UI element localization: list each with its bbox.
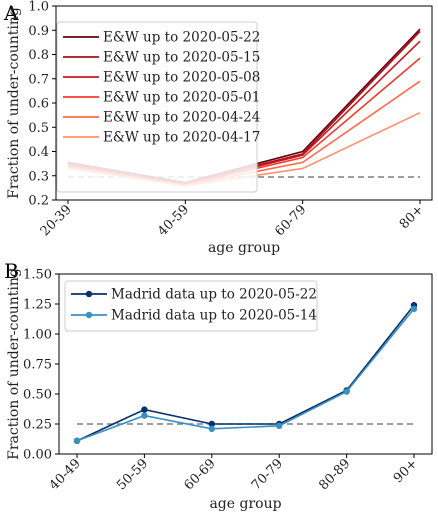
y-tick-label: 1.50 [23, 268, 52, 283]
legend-marker-1 [85, 290, 93, 298]
series-line-2 [76, 308, 415, 442]
y-tick-label: 0.2 [28, 194, 49, 209]
y-tick-label: 0.4 [28, 145, 49, 160]
y-axis-label: Fraction of under-counting [6, 268, 22, 460]
y-tick-label: 0.50 [23, 388, 52, 403]
x-tick-label: 60-79 [272, 202, 309, 239]
y-tick-label: 0.8 [28, 48, 49, 63]
legend-label-5: E&W up to 2020-04-24 [103, 110, 260, 126]
series-1-point [141, 406, 148, 413]
legend-label-4: E&W up to 2020-05-01 [103, 90, 260, 106]
legend-label-2: Madrid data up to 2020-05-14 [111, 308, 317, 324]
legend-marker-2 [85, 311, 93, 319]
y-tick-label: 0.9 [28, 24, 49, 39]
y-tick-label: 0.25 [23, 418, 52, 433]
series-line-1 [76, 304, 415, 442]
x-tick-label: 70-79 [249, 456, 286, 493]
legend-label-1: E&W up to 2020-05-22 [103, 30, 260, 46]
legend-label-3: E&W up to 2020-05-08 [103, 70, 260, 86]
legend-label-6: E&W up to 2020-04-17 [103, 130, 260, 146]
legend-box [56, 21, 258, 193]
x-tick-label: 90+ [391, 456, 421, 486]
x-tick-label: 80+ [397, 202, 427, 232]
series-2-point [141, 412, 148, 419]
y-tick-label: 0.00 [23, 448, 52, 463]
series-2-point [343, 388, 350, 395]
y-tick-label: 0.6 [28, 97, 49, 112]
series-2-point [208, 425, 215, 432]
series-2-point [276, 422, 283, 429]
panel-letter: A [3, 1, 19, 25]
x-axis-label: age group [209, 496, 281, 512]
x-tick-label: 80-89 [316, 456, 353, 493]
legend-label-2: E&W up to 2020-05-15 [103, 50, 260, 66]
legend-label-1: Madrid data up to 2020-05-22 [111, 287, 317, 303]
y-tick-label: 1.0 [28, 0, 49, 15]
series-2-point [73, 437, 81, 444]
x-tick-label: 50-59 [114, 456, 151, 493]
panel-a-chart: A0.20.30.40.50.60.70.80.91.020-39 40-59 60… [3, 0, 433, 256]
y-tick-label: 0.5 [28, 121, 49, 136]
x-tick-label: 60-69 [182, 456, 219, 493]
x-tick-label: 40-49 [47, 456, 84, 493]
series-2-point [410, 305, 418, 312]
y-tick-label: 0.7 [28, 72, 49, 87]
panel-letter: B [4, 259, 19, 283]
series-1-point [208, 420, 215, 428]
y-tick-label: 0.75 [23, 358, 52, 373]
y-axis-label: Fraction of under-counting [6, 7, 22, 199]
legend-box [64, 280, 318, 332]
y-tick-label: 1.00 [23, 328, 52, 343]
panel-b-chart: B 0.00 0.25 0.50 0.75 1.00 1.25 1.50 40-49 50-59 6… [4, 259, 433, 512]
y-tick-label: 0.3 [28, 169, 49, 184]
y-tick-label: 1.25 [23, 298, 52, 313]
x-axis-label: age group [208, 240, 280, 256]
x-tick-label: 40-59 [155, 202, 192, 239]
